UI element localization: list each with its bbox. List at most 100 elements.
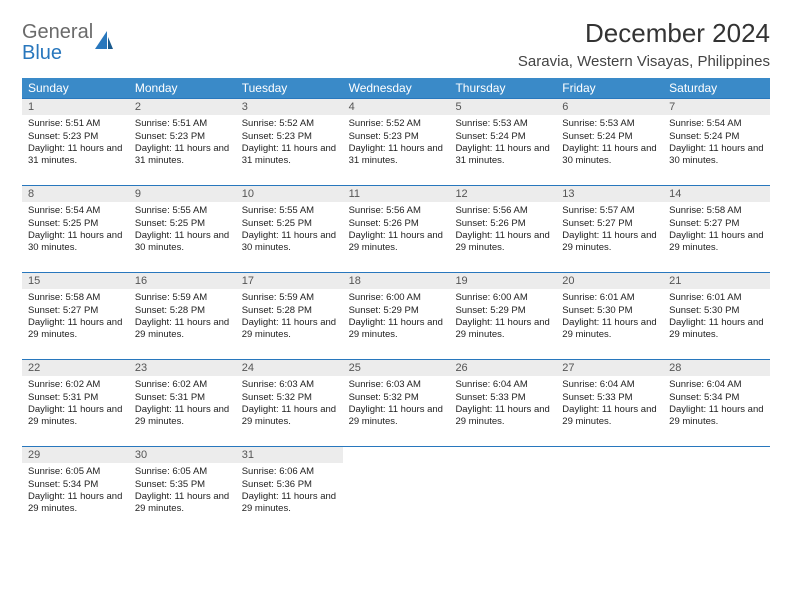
day-number: 22 [22, 360, 129, 376]
daylight-line: Daylight: 11 hours and 29 minutes. [135, 404, 230, 429]
day-body: Sunrise: 5:55 AMSunset: 5:25 PMDaylight:… [236, 202, 343, 260]
sunset-line: Sunset: 5:29 PM [455, 305, 550, 317]
sunset-line: Sunset: 5:30 PM [562, 305, 657, 317]
daylight-line: Daylight: 11 hours and 29 minutes. [455, 230, 550, 255]
day-body: Sunrise: 6:00 AMSunset: 5:29 PMDaylight:… [343, 289, 450, 347]
day-number: 9 [129, 186, 236, 202]
day-body: Sunrise: 6:00 AMSunset: 5:29 PMDaylight:… [449, 289, 556, 347]
day-cell: 12Sunrise: 5:56 AMSunset: 5:26 PMDayligh… [449, 186, 556, 272]
day-cell: 26Sunrise: 6:04 AMSunset: 5:33 PMDayligh… [449, 360, 556, 446]
header: General Blue December 2024 Saravia, West… [22, 18, 770, 70]
sunrise-line: Sunrise: 5:51 AM [135, 118, 230, 130]
day-cell: 24Sunrise: 6:03 AMSunset: 5:32 PMDayligh… [236, 360, 343, 446]
daylight-line: Daylight: 11 hours and 29 minutes. [455, 317, 550, 342]
day-body: Sunrise: 5:52 AMSunset: 5:23 PMDaylight:… [236, 115, 343, 173]
daylight-line: Daylight: 11 hours and 29 minutes. [28, 404, 123, 429]
daylight-line: Daylight: 11 hours and 30 minutes. [135, 230, 230, 255]
sunrise-line: Sunrise: 6:05 AM [28, 466, 123, 478]
sunrise-line: Sunrise: 5:52 AM [242, 118, 337, 130]
day-number: 2 [129, 99, 236, 115]
daylight-line: Daylight: 11 hours and 31 minutes. [455, 143, 550, 168]
daylight-line: Daylight: 11 hours and 30 minutes. [242, 230, 337, 255]
sunrise-line: Sunrise: 5:56 AM [349, 205, 444, 217]
day-body: Sunrise: 6:04 AMSunset: 5:33 PMDaylight:… [556, 376, 663, 434]
sunrise-line: Sunrise: 5:59 AM [135, 292, 230, 304]
sunset-line: Sunset: 5:23 PM [135, 131, 230, 143]
dow-cell: Saturday [663, 78, 770, 98]
day-body: Sunrise: 5:57 AMSunset: 5:27 PMDaylight:… [556, 202, 663, 260]
sunrise-line: Sunrise: 5:54 AM [669, 118, 764, 130]
daylight-line: Daylight: 11 hours and 29 minutes. [242, 491, 337, 516]
sunrise-line: Sunrise: 5:56 AM [455, 205, 550, 217]
sunrise-line: Sunrise: 6:01 AM [669, 292, 764, 304]
dow-cell: Sunday [22, 78, 129, 98]
sunset-line: Sunset: 5:24 PM [455, 131, 550, 143]
sunset-line: Sunset: 5:35 PM [135, 479, 230, 491]
sunrise-line: Sunrise: 6:03 AM [349, 379, 444, 391]
sunrise-line: Sunrise: 6:01 AM [562, 292, 657, 304]
day-cell: 27Sunrise: 6:04 AMSunset: 5:33 PMDayligh… [556, 360, 663, 446]
sunset-line: Sunset: 5:27 PM [562, 218, 657, 230]
sunrise-line: Sunrise: 5:53 AM [455, 118, 550, 130]
day-cell [343, 447, 450, 533]
sunset-line: Sunset: 5:23 PM [242, 131, 337, 143]
day-cell: 10Sunrise: 5:55 AMSunset: 5:25 PMDayligh… [236, 186, 343, 272]
sunrise-line: Sunrise: 5:54 AM [28, 205, 123, 217]
daylight-line: Daylight: 11 hours and 29 minutes. [349, 404, 444, 429]
day-cell: 21Sunrise: 6:01 AMSunset: 5:30 PMDayligh… [663, 273, 770, 359]
day-cell: 31Sunrise: 6:06 AMSunset: 5:36 PMDayligh… [236, 447, 343, 533]
sunset-line: Sunset: 5:34 PM [669, 392, 764, 404]
sunset-line: Sunset: 5:27 PM [28, 305, 123, 317]
daylight-line: Daylight: 11 hours and 29 minutes. [562, 404, 657, 429]
sunrise-line: Sunrise: 5:58 AM [28, 292, 123, 304]
daylight-line: Daylight: 11 hours and 30 minutes. [28, 230, 123, 255]
day-body: Sunrise: 6:05 AMSunset: 5:35 PMDaylight:… [129, 463, 236, 521]
day-cell: 20Sunrise: 6:01 AMSunset: 5:30 PMDayligh… [556, 273, 663, 359]
sunset-line: Sunset: 5:32 PM [242, 392, 337, 404]
day-body: Sunrise: 6:03 AMSunset: 5:32 PMDaylight:… [236, 376, 343, 434]
day-cell: 3Sunrise: 5:52 AMSunset: 5:23 PMDaylight… [236, 99, 343, 185]
day-number: 19 [449, 273, 556, 289]
sunset-line: Sunset: 5:29 PM [349, 305, 444, 317]
day-cell: 6Sunrise: 5:53 AMSunset: 5:24 PMDaylight… [556, 99, 663, 185]
day-number: 5 [449, 99, 556, 115]
daylight-line: Daylight: 11 hours and 29 minutes. [669, 317, 764, 342]
location-subtitle: Saravia, Western Visayas, Philippines [518, 53, 770, 70]
week-row: 22Sunrise: 6:02 AMSunset: 5:31 PMDayligh… [22, 359, 770, 446]
day-cell: 2Sunrise: 5:51 AMSunset: 5:23 PMDaylight… [129, 99, 236, 185]
day-number: 30 [129, 447, 236, 463]
day-body: Sunrise: 5:58 AMSunset: 5:27 PMDaylight:… [22, 289, 129, 347]
sunrise-line: Sunrise: 5:59 AM [242, 292, 337, 304]
day-body: Sunrise: 6:03 AMSunset: 5:32 PMDaylight:… [343, 376, 450, 434]
weeks-container: 1Sunrise: 5:51 AMSunset: 5:23 PMDaylight… [22, 98, 770, 533]
sunset-line: Sunset: 5:34 PM [28, 479, 123, 491]
sunset-line: Sunset: 5:23 PM [349, 131, 444, 143]
day-number: 26 [449, 360, 556, 376]
month-title: December 2024 [518, 18, 770, 49]
brand-logo: General Blue [22, 18, 115, 64]
day-number: 27 [556, 360, 663, 376]
sunrise-line: Sunrise: 5:51 AM [28, 118, 123, 130]
dow-cell: Monday [129, 78, 236, 98]
day-body: Sunrise: 5:54 AMSunset: 5:25 PMDaylight:… [22, 202, 129, 260]
day-cell: 29Sunrise: 6:05 AMSunset: 5:34 PMDayligh… [22, 447, 129, 533]
day-cell: 7Sunrise: 5:54 AMSunset: 5:24 PMDaylight… [663, 99, 770, 185]
day-number: 4 [343, 99, 450, 115]
day-body: Sunrise: 5:56 AMSunset: 5:26 PMDaylight:… [449, 202, 556, 260]
dow-cell: Friday [556, 78, 663, 98]
day-body: Sunrise: 6:01 AMSunset: 5:30 PMDaylight:… [663, 289, 770, 347]
day-number: 28 [663, 360, 770, 376]
day-cell: 13Sunrise: 5:57 AMSunset: 5:27 PMDayligh… [556, 186, 663, 272]
day-body: Sunrise: 5:56 AMSunset: 5:26 PMDaylight:… [343, 202, 450, 260]
daylight-line: Daylight: 11 hours and 29 minutes. [28, 491, 123, 516]
sail-icon [93, 29, 115, 60]
day-number: 14 [663, 186, 770, 202]
day-cell [556, 447, 663, 533]
sunrise-line: Sunrise: 5:55 AM [242, 205, 337, 217]
daylight-line: Daylight: 11 hours and 29 minutes. [135, 317, 230, 342]
day-body: Sunrise: 5:58 AMSunset: 5:27 PMDaylight:… [663, 202, 770, 260]
title-block: December 2024 Saravia, Western Visayas, … [518, 18, 770, 70]
sunset-line: Sunset: 5:33 PM [562, 392, 657, 404]
daylight-line: Daylight: 11 hours and 31 minutes. [349, 143, 444, 168]
day-cell: 5 Sunrise: 5:53 AMSunset: 5:24 PMDaylight… [449, 99, 556, 185]
